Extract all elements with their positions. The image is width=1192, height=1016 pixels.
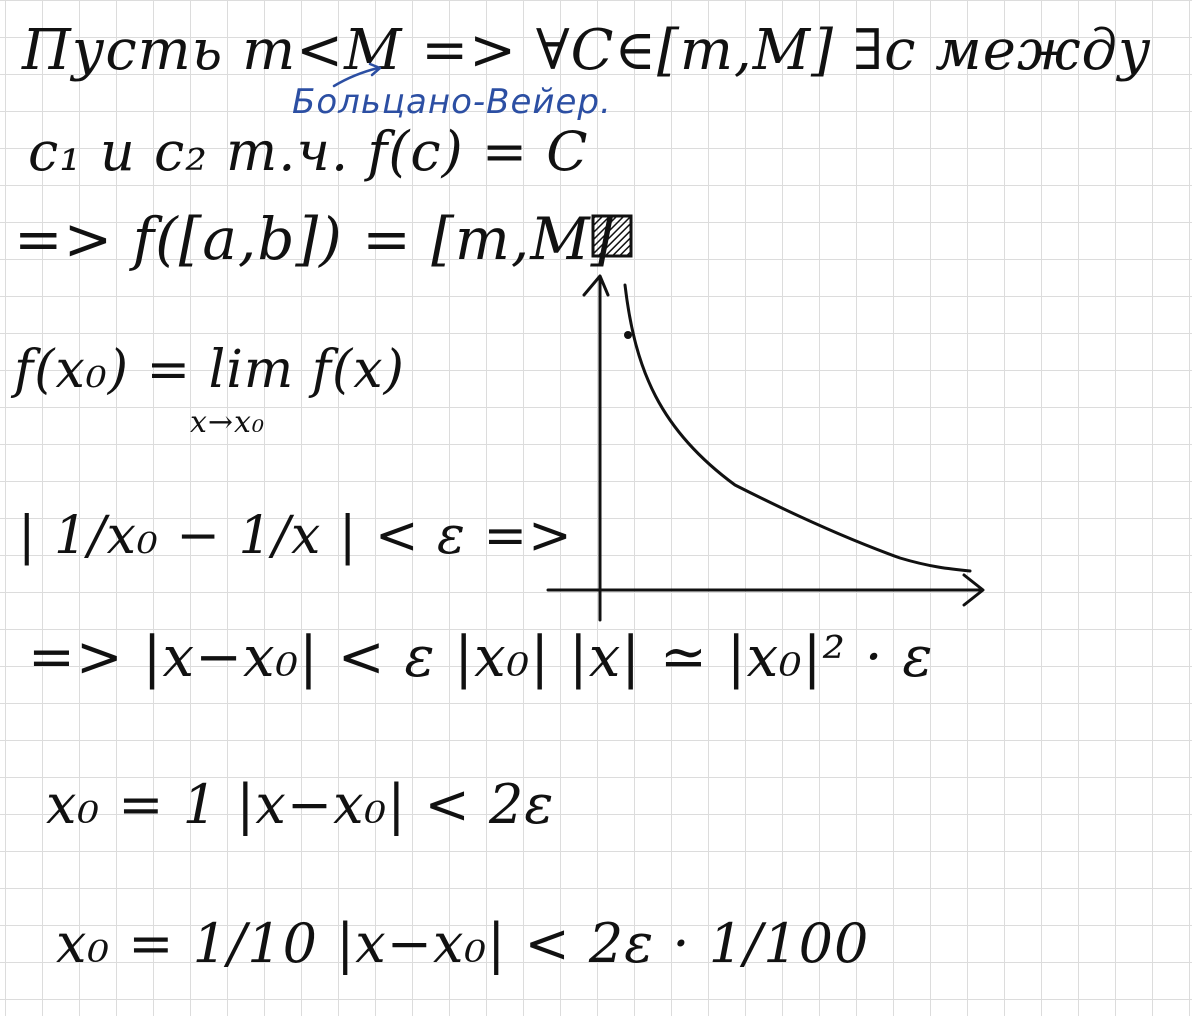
note-line-3: => f([a,b]) = [m,M] [14, 205, 615, 273]
hatched-square-mark [591, 214, 633, 258]
x-axis-arrowhead [962, 573, 985, 607]
hyperbola-sketch [546, 214, 985, 622]
note-line-4: f(x₀) = lim f(x) [14, 340, 405, 400]
note-line-1: Пусть m<M => ∀C∈[m,M] ∃c между [22, 18, 1152, 83]
note-line-8: x₀ = 1/10 |x−x₀| < 2ε · 1/100 [56, 912, 870, 975]
note-line-5: | 1/x₀ − 1/x | < ε => [18, 506, 573, 566]
note-line-4-subscript: x→x₀ [190, 405, 266, 440]
note-line-2: c₁ и c₂ т.ч. f(c) = C [28, 120, 589, 183]
note-line-7: x₀ = 1 |x−x₀| < 2ε [46, 773, 555, 836]
y-axis-arrowhead [582, 274, 610, 297]
note-annotation: Больцано-Вейер. [292, 82, 612, 122]
curve-point [624, 331, 632, 339]
curve-1-over-x [623, 283, 972, 573]
note-line-6: => |x−x₀| < ε |x₀| |x| ≃ |x₀|² · ε [28, 625, 934, 690]
annotation-arrow [332, 62, 382, 88]
